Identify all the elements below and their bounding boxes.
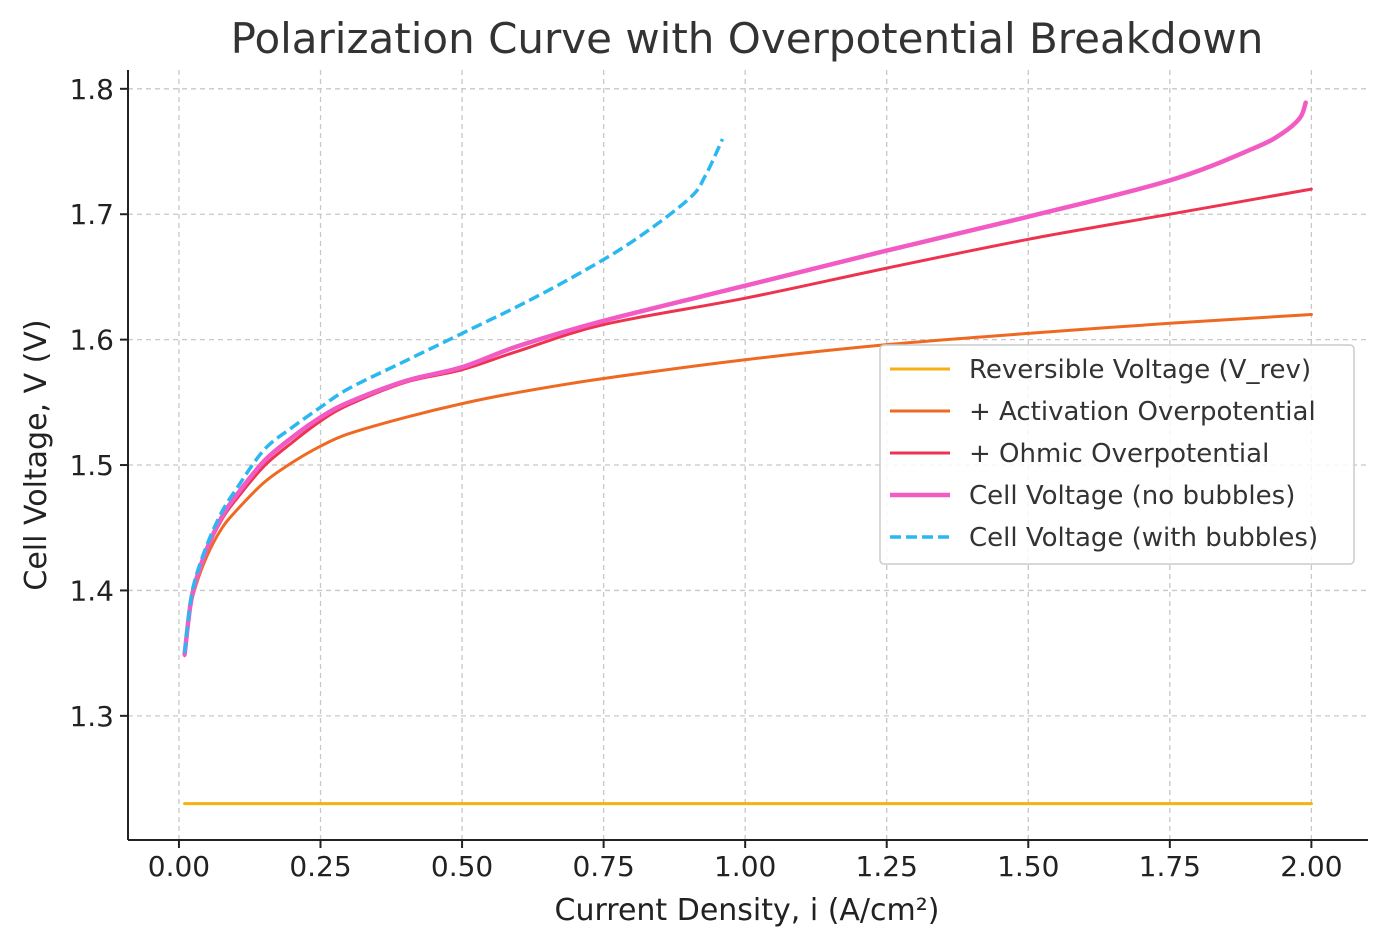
- x-axis-label: Current Density, i (A/cm²): [555, 893, 940, 928]
- chart-title: Polarization Curve with Overpotential Br…: [231, 14, 1264, 63]
- y-tick-label: 1.5: [69, 449, 114, 482]
- x-tick-label: 1.00: [714, 850, 776, 883]
- x-tick-label: 0.25: [289, 850, 351, 883]
- series-line-5: [182, 138, 725, 654]
- grid: [128, 70, 1368, 840]
- x-tick-label: 1.75: [1139, 850, 1201, 883]
- x-tick-label: 2.00: [1280, 850, 1342, 883]
- x-tick-label: 1.50: [997, 850, 1059, 883]
- y-tick-label: 1.7: [69, 198, 114, 231]
- legend-label-3: + Ohmic Overpotential: [969, 439, 1269, 469]
- y-tick-label: 1.4: [69, 574, 114, 607]
- legend-label-1: Reversible Voltage (V_rev): [969, 355, 1311, 385]
- tick-labels: 0.00 0.25 0.50 0.75 1.00 1.25 1.50 1.75 2.00 1.3 1…: [69, 73, 1342, 883]
- y-tick-label: 1.6: [69, 324, 114, 357]
- y-tick-label: 1.3: [69, 700, 114, 733]
- y-axis-label: Cell Voltage, V (V): [19, 319, 54, 590]
- series-line-2: [183, 313, 1313, 658]
- series-line-4: [182, 100, 1308, 657]
- axes: [127, 70, 1368, 841]
- x-tick-label: 0.00: [148, 850, 210, 883]
- plot-area: [182, 100, 1313, 806]
- legend-label-5: Cell Voltage (with bubbles): [969, 523, 1318, 553]
- legend-box: [879, 344, 1355, 565]
- x-tick-label: 1.25: [856, 850, 918, 883]
- y-tick-label: 1.8: [69, 73, 114, 106]
- legend-label-2: + Activation Overpotential: [969, 397, 1316, 427]
- legend-label-4: Cell Voltage (no bubbles): [969, 481, 1295, 511]
- x-tick-label: 0.50: [431, 850, 493, 883]
- x-tick-label: 0.75: [572, 850, 634, 883]
- legend: Reversible Voltage (V_rev) + Activation O…: [879, 344, 1355, 565]
